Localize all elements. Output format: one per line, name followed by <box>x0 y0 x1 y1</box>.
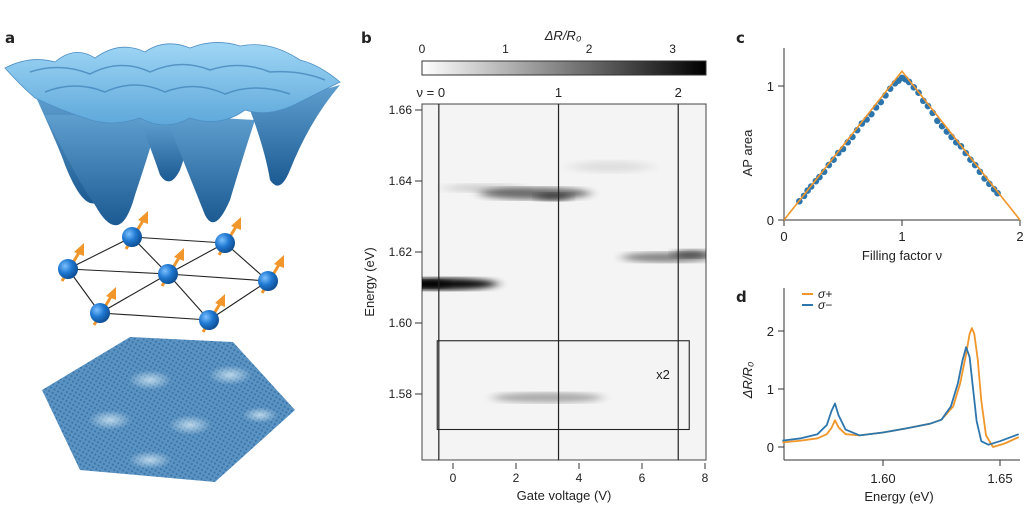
spin-site <box>90 303 110 323</box>
data-point <box>853 126 861 134</box>
y-axis-label: AP area <box>740 129 755 177</box>
data-point <box>905 78 913 86</box>
x-axis-label: Gate voltage (V) <box>517 488 612 503</box>
x-axis-label: Energy (eV) <box>864 489 933 504</box>
x-tick-label: 1.65 <box>987 471 1012 486</box>
panel-label-c: c <box>736 29 745 47</box>
colorbar-tick-label: 2 <box>586 42 593 56</box>
spin-site <box>199 310 219 330</box>
colorbar-tick-label: 1 <box>502 42 509 56</box>
colorbar-tick-label: 3 <box>669 42 676 56</box>
data-point <box>830 156 837 163</box>
y-axis-label: ΔR/R₀ <box>740 361 755 399</box>
y-tick-label: 1.60 <box>389 316 413 330</box>
filling-factor-label: 1 <box>555 85 562 100</box>
y-tick-label: 1.64 <box>389 174 413 188</box>
spin-site <box>58 259 78 279</box>
filling-factor-label: ν = 0 <box>417 85 446 100</box>
panel-label-a: a <box>5 29 16 47</box>
colorbar-title: ΔR/R₀ <box>544 28 582 43</box>
data-point <box>967 156 974 163</box>
y-tick-label: 1.66 <box>389 103 413 117</box>
y-tick-label: 1.62 <box>389 245 413 259</box>
heatmap-plot: ν = 0 1 2 x2 0 2 4 6 8 1.58 1.60 1.62 1.64 1.66 Gate… <box>362 85 709 503</box>
y-tick-label: 1 <box>767 382 774 397</box>
data-point <box>816 173 823 181</box>
reflectance-spectra-plot: 1.60 1.65 0 1 2 Energy (eV) ΔR/R₀ σ+σ− <box>740 287 1020 504</box>
y-tick-label: 0 <box>767 213 774 228</box>
panel-label-b: b <box>361 29 372 47</box>
y-tick-label: 0 <box>767 440 774 455</box>
legend-label: σ+ <box>818 287 832 301</box>
spin-site <box>215 233 235 253</box>
x-tick-label: 1.60 <box>870 471 895 486</box>
filling-factor-label: 2 <box>675 85 682 100</box>
x-axis-label: Filling factor ν <box>862 248 942 263</box>
x-tick-label: 1 <box>898 229 905 244</box>
moire-lattice-hexagon <box>42 337 295 482</box>
y-tick-label: 1.58 <box>389 387 413 401</box>
x-tick-label: 0 <box>450 471 457 485</box>
x-tick-label: 8 <box>702 471 709 485</box>
moire-potential-surface <box>4 42 341 226</box>
y-tick-label: 2 <box>767 324 774 339</box>
legend-label: σ− <box>818 298 832 312</box>
x-tick-label: 4 <box>576 471 583 485</box>
data-point <box>820 168 828 176</box>
x-tick-label: 2 <box>513 471 520 485</box>
colorbar: ΔR/R₀ 0 1 2 3 <box>419 28 707 76</box>
data-point <box>924 102 932 110</box>
spin-site <box>158 264 178 284</box>
spin-lattice <box>58 211 284 333</box>
colorbar-tick-label: 0 <box>419 42 426 56</box>
data-point <box>976 168 984 176</box>
fit-line <box>783 69 1021 221</box>
x-tick-label: 0 <box>780 229 787 244</box>
ap-area-plot: 0 1 2 0 1 Filling factor ν AP area <box>740 48 1024 263</box>
x-tick-label: 6 <box>639 471 646 485</box>
x2-region-box <box>436 340 690 431</box>
y-tick-label: 1 <box>767 79 774 94</box>
spin-site <box>122 227 142 247</box>
x-tick-label: 2 <box>1016 229 1023 244</box>
spectrum-line <box>782 346 1020 446</box>
x2-label: x2 <box>656 367 670 382</box>
spin-site <box>258 271 278 291</box>
panel-label-d: d <box>736 288 747 306</box>
y-axis-label: Energy (eV) <box>362 247 377 316</box>
